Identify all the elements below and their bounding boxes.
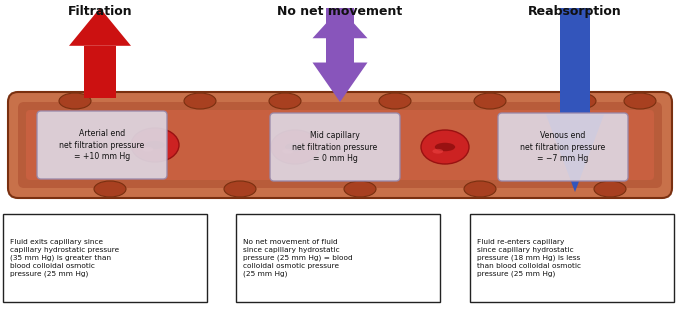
Text: Mid capillary
net filtration pressure
= 0 mm Hg: Mid capillary net filtration pressure = … xyxy=(292,132,377,163)
Polygon shape xyxy=(313,8,367,38)
Polygon shape xyxy=(546,115,604,192)
FancyBboxPatch shape xyxy=(18,102,662,188)
Polygon shape xyxy=(84,46,116,98)
Text: Fluid re-enters capillary
since capillary hydrostatic
pressure (18 mm Hg) is les: Fluid re-enters capillary since capillar… xyxy=(477,239,581,277)
FancyBboxPatch shape xyxy=(470,214,674,302)
FancyBboxPatch shape xyxy=(498,113,628,181)
Polygon shape xyxy=(313,62,367,102)
Text: Venous end
net filtration pressure
= −7 mm Hg: Venous end net filtration pressure = −7 … xyxy=(520,132,606,163)
Ellipse shape xyxy=(432,149,443,154)
Ellipse shape xyxy=(59,93,91,109)
Ellipse shape xyxy=(94,181,126,197)
Ellipse shape xyxy=(421,130,469,164)
Ellipse shape xyxy=(435,143,455,151)
FancyBboxPatch shape xyxy=(236,214,440,302)
Polygon shape xyxy=(326,8,354,62)
Ellipse shape xyxy=(464,181,496,197)
Text: Fluid exits capillary since
capillary hydrostatic pressure
(35 mm Hg) is greater: Fluid exits capillary since capillary hy… xyxy=(10,239,119,277)
Ellipse shape xyxy=(142,147,153,152)
FancyBboxPatch shape xyxy=(3,214,207,302)
Ellipse shape xyxy=(145,141,165,149)
Ellipse shape xyxy=(624,93,656,109)
FancyBboxPatch shape xyxy=(26,110,654,180)
Ellipse shape xyxy=(285,143,305,151)
Ellipse shape xyxy=(224,181,256,197)
FancyBboxPatch shape xyxy=(8,92,672,198)
Ellipse shape xyxy=(594,181,626,197)
Text: No net movement of fluid
since capillary hydrostatic
pressure (25 mm Hg) = blood: No net movement of fluid since capillary… xyxy=(243,239,353,277)
Text: Filtration: Filtration xyxy=(68,5,133,18)
Text: Arterial end
net filtration pressure
= +10 mm Hg: Arterial end net filtration pressure = +… xyxy=(59,129,145,161)
Polygon shape xyxy=(560,8,590,115)
FancyBboxPatch shape xyxy=(37,111,167,179)
Polygon shape xyxy=(326,38,354,80)
Ellipse shape xyxy=(131,128,179,162)
Ellipse shape xyxy=(564,93,596,109)
Ellipse shape xyxy=(344,181,376,197)
Polygon shape xyxy=(69,8,131,46)
Ellipse shape xyxy=(379,93,411,109)
Ellipse shape xyxy=(271,130,319,164)
Text: Reabsorption: Reabsorption xyxy=(528,5,622,18)
Ellipse shape xyxy=(269,93,301,109)
Ellipse shape xyxy=(474,93,506,109)
Text: No net movement: No net movement xyxy=(277,5,403,18)
Ellipse shape xyxy=(184,93,216,109)
FancyBboxPatch shape xyxy=(270,113,400,181)
Ellipse shape xyxy=(282,149,293,154)
